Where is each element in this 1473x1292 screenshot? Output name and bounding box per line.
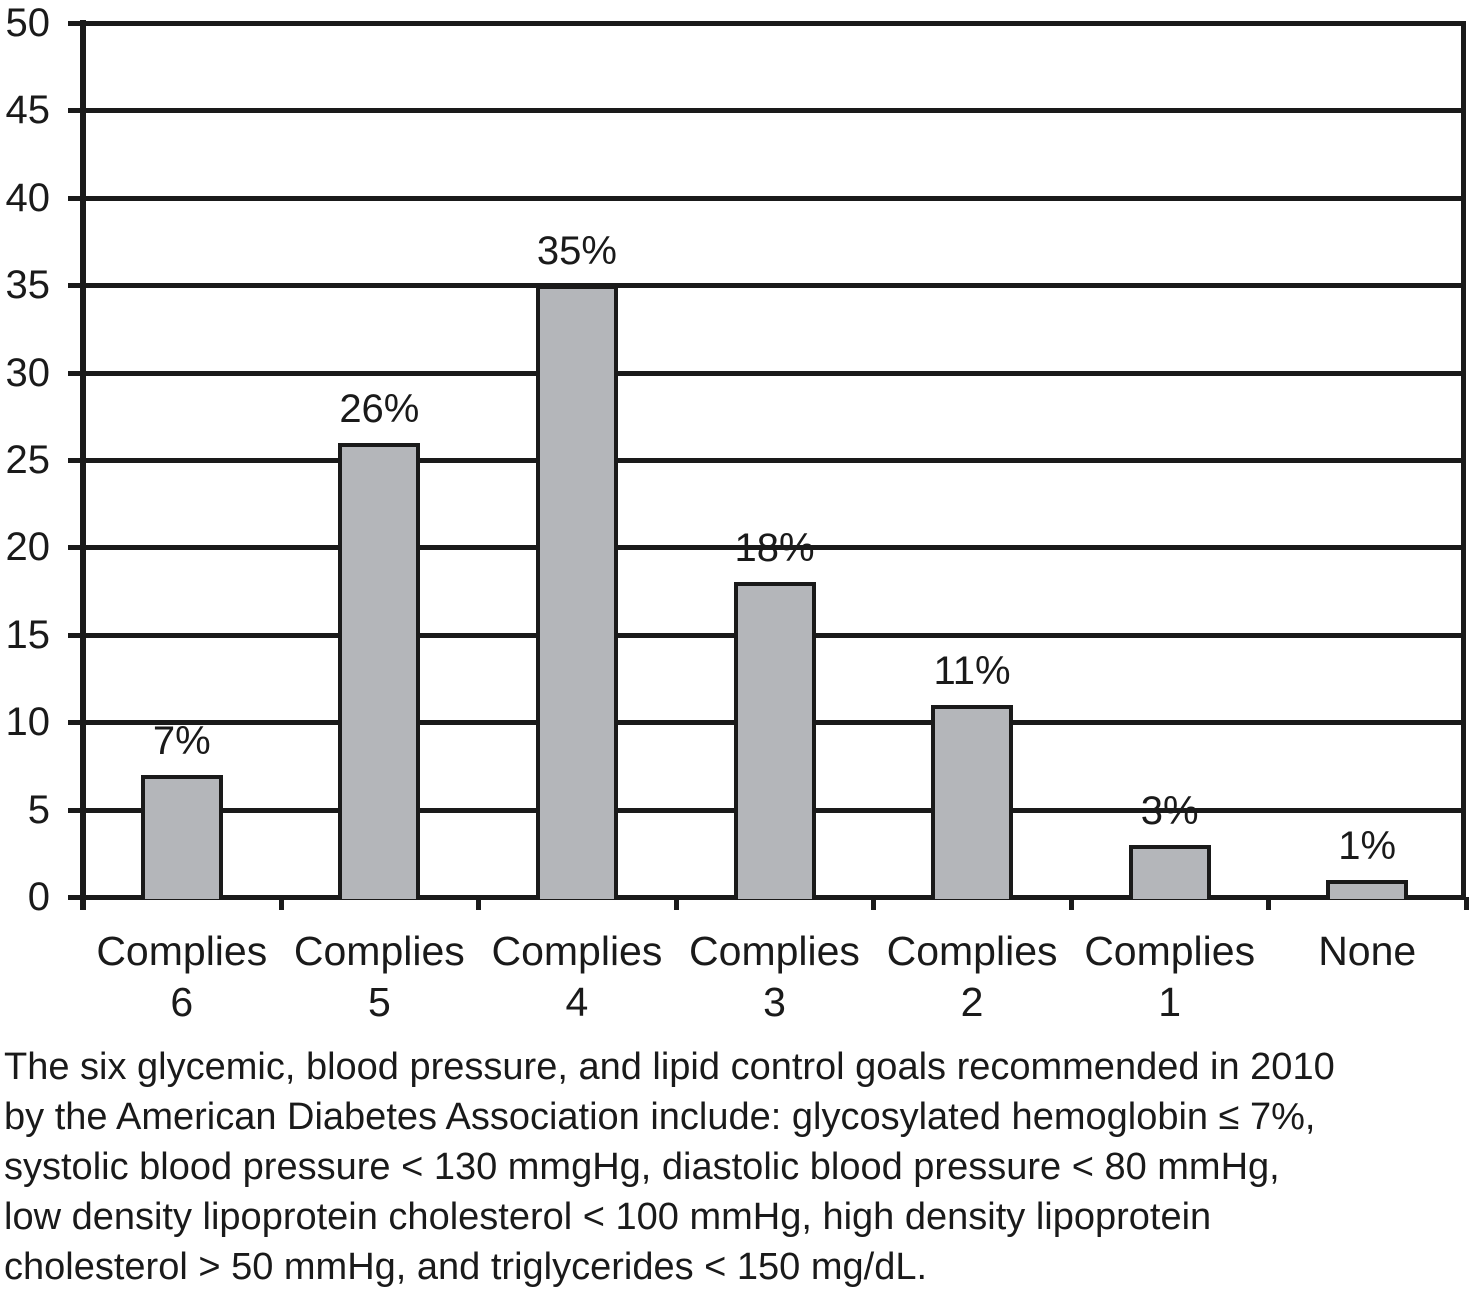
bar-value-label: 11% [933, 648, 1011, 693]
x-category-label-line: 5 [367, 979, 391, 1025]
caption-line: low density lipoprotein cholesterol < 10… [4, 1196, 1212, 1238]
y-axis-tick [68, 632, 83, 638]
bar-value-label: 3% [1140, 788, 1199, 833]
y-tick-label: 35 [5, 263, 51, 308]
y-tick-label: 30 [5, 350, 51, 395]
y-tick-label: 10 [5, 700, 51, 745]
y-tick-label: 0 [27, 875, 50, 919]
x-axis-tick [1266, 897, 1272, 910]
x-category-label-line: None [1318, 928, 1417, 974]
gridline [83, 283, 1466, 289]
x-category-label: None [1268, 926, 1466, 977]
x-category-label: Complies 5 [280, 926, 478, 1028]
bar-value-label: 18% [734, 526, 815, 571]
bar [1326, 879, 1409, 899]
bar [140, 774, 223, 899]
gridline [83, 545, 1466, 551]
bar-value-label: 35% [536, 229, 617, 274]
bar [1128, 844, 1211, 899]
x-axis-tick [476, 897, 482, 910]
x-category-label-line: 1 [1158, 979, 1182, 1025]
x-axis-tick [1464, 897, 1469, 910]
gridline [83, 108, 1466, 114]
x-category-label-line: Complies [1084, 928, 1256, 974]
bar-value-label: 26% [339, 386, 420, 431]
x-category-label: Complies 6 [83, 926, 281, 1028]
bar [338, 442, 421, 899]
y-axis-tick [68, 108, 83, 114]
y-tick-label: 50 [5, 1, 51, 45]
y-axis-tick [68, 720, 83, 726]
x-category-label-line: Complies [689, 928, 860, 974]
gridline [83, 458, 1466, 463]
y-axis-line [80, 20, 86, 910]
y-tick-label: 45 [5, 88, 51, 133]
y-tick-label: 40 [5, 175, 51, 220]
x-category-label-line: Complies [96, 928, 268, 974]
y-axis-tick [68, 895, 83, 900]
x-category-label: Complies 2 [873, 926, 1071, 1028]
x-axis-tick [871, 897, 877, 910]
x-category-label: Complies 1 [1071, 926, 1269, 1028]
x-category-label-line: 3 [763, 979, 786, 1025]
y-axis-tick [68, 807, 83, 813]
x-axis-tick [673, 897, 679, 910]
bar [733, 582, 816, 899]
x-category-label: Complies 3 [676, 926, 874, 1028]
caption-line: by the American Diabetes Association inc… [4, 1096, 1316, 1138]
gridline [83, 21, 1466, 26]
gridline [83, 370, 1466, 376]
caption-line: The six glycemic, blood pressure, and li… [4, 1046, 1335, 1088]
y-axis-tick [68, 283, 83, 289]
y-tick-label: 20 [5, 525, 51, 570]
y-axis-tick [68, 458, 83, 463]
y-axis-tick [68, 545, 83, 551]
x-axis-tick [1068, 897, 1074, 910]
bar [535, 285, 618, 899]
x-category-label-line: 4 [565, 979, 589, 1025]
caption-line: cholesterol > 50 mmHg, and triglycerides… [4, 1246, 928, 1288]
x-category-label-line: 6 [170, 979, 194, 1025]
x-axis-tick [278, 897, 284, 910]
plot-right-border [1461, 21, 1466, 899]
y-tick-label: 5 [27, 787, 50, 832]
bar-value-label: 7% [152, 718, 211, 763]
x-category-label: Complies 4 [478, 926, 676, 1028]
y-tick-label: 25 [5, 438, 51, 482]
caption-line: systolic blood pressure < 130 mmgHg, dia… [4, 1146, 1280, 1188]
x-axis-tick [81, 897, 86, 910]
y-tick-label: 15 [5, 612, 51, 657]
y-axis-tick [68, 195, 83, 201]
y-axis-tick [68, 370, 83, 376]
y-axis-tick [68, 21, 83, 26]
bar-chart: 0 5 10 15 20 25 30 35 40 45 50 7% Complies 6 26% Compli… [5, 1, 1469, 1028]
x-category-label-line: Complies [886, 928, 1058, 974]
figure-caption: The six glycemic, blood pressure, and li… [4, 1042, 1472, 1292]
x-category-label-line: Complies [491, 928, 663, 974]
gridline [83, 195, 1466, 201]
x-category-label-line: 2 [960, 979, 984, 1025]
bar-value-label: 1% [1338, 823, 1397, 868]
x-category-label-line: Complies [293, 928, 465, 974]
bar [931, 704, 1014, 899]
